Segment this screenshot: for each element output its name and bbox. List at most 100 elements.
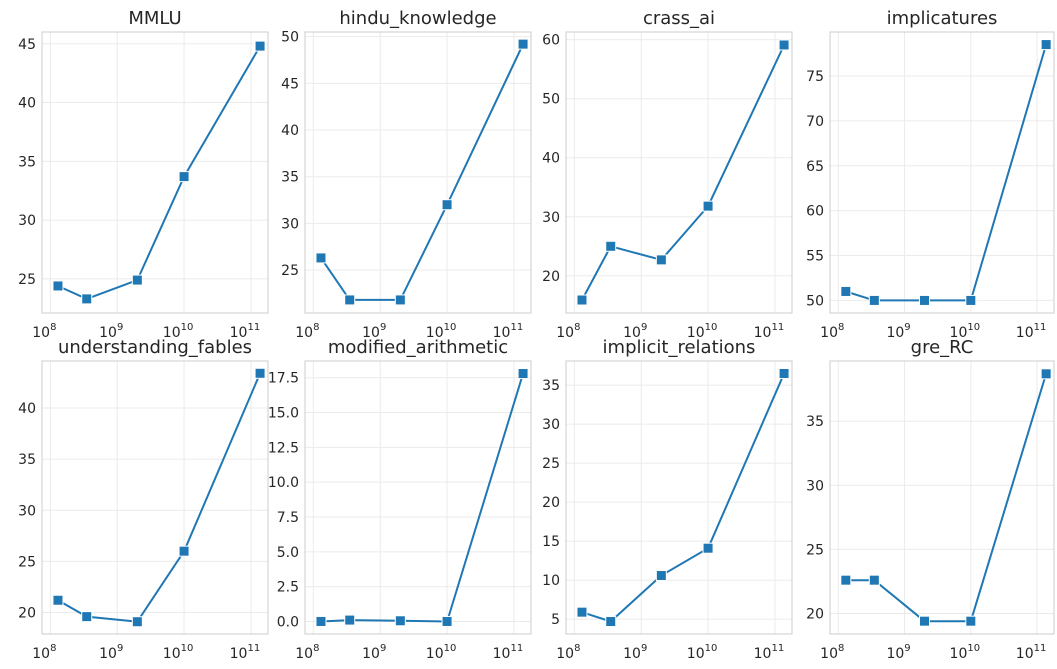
panel-3-ytick-label-3: 40 <box>542 151 560 167</box>
panel-1-xtick-label-2: 109 <box>99 322 123 341</box>
panel-5-point-5 <box>254 367 266 379</box>
panel-1-ytick-label-4: 40 <box>18 96 36 112</box>
panel-8-ytick-label-1: 20 <box>806 606 824 622</box>
panel-3-xtick-label-1: 108 <box>556 322 580 341</box>
panel-2-ytick-label-4: 40 <box>281 123 299 139</box>
panel-5-xtick-label-1: 108 <box>32 643 56 662</box>
panel-2-point-5 <box>517 38 529 50</box>
panel-7-point-2 <box>605 616 617 628</box>
panel-3-point-4 <box>702 200 714 212</box>
panel-7-frame <box>565 360 793 635</box>
panel-5-ytick-label-4: 35 <box>18 452 36 468</box>
panel-1-ytick-label-2: 30 <box>18 213 36 229</box>
panel-8-xtick-label-2: 109 <box>886 643 910 662</box>
panel-5-point-2 <box>81 611 93 623</box>
panel-4-xtick-label-4: 1011 <box>1016 322 1047 341</box>
panel-6-xtick-label-4: 1011 <box>493 643 524 662</box>
panel-1-ytick-label-5: 45 <box>18 37 36 53</box>
panel-1-xtick-label-4: 1011 <box>230 322 261 341</box>
panel-6-ytick-label-6: 12.5 <box>268 440 299 456</box>
panel-1-ytick-label-3: 35 <box>18 154 36 170</box>
panel-1-series-line <box>57 45 261 300</box>
panel-1: MMLU 25 30 35 40 45 108 109 1010 1011 <box>18 8 269 341</box>
panel-6-ytick-label-5: 10.0 <box>268 475 299 491</box>
panel-5-point-4 <box>178 545 190 557</box>
panel-4-ytick-label-2: 55 <box>806 249 824 265</box>
panel-7-title: implicit_relations <box>603 337 756 358</box>
panel-8-frame <box>829 360 1055 635</box>
panel-7-ytick-label-2: 10 <box>542 573 560 589</box>
panel-6-title: modified_arithmetic <box>328 337 508 358</box>
panel-5-point-3 <box>131 616 143 628</box>
panel-7-xtick-label-4: 1011 <box>754 643 785 662</box>
panel-6-xtick-label-3: 1010 <box>426 643 457 662</box>
panel-2-ytick-label-5: 45 <box>281 76 299 92</box>
panel-7-ytick-label-7: 35 <box>542 378 560 394</box>
panel-4-point-5 <box>1040 39 1052 51</box>
panel-2-point-2 <box>344 294 356 306</box>
panel-6: modified_arithmetic 0.0 2.5 5.0 7.5 10.0 12.5 1… <box>268 337 532 662</box>
panel-8-xtick-label-4: 1011 <box>1016 643 1047 662</box>
panel-7-ytick-label-5: 25 <box>542 456 560 472</box>
panel-4-ytick-label-3: 60 <box>806 204 824 220</box>
panel-3-point-3 <box>655 254 667 266</box>
panel-5: understanding_fables 20 25 30 35 40 108 109 1010… <box>18 337 269 662</box>
panel-1-xtick-label-3: 1010 <box>163 322 194 341</box>
panel-8-ytick-label-2: 25 <box>806 542 824 558</box>
panel-4-series-line <box>845 44 1048 302</box>
panel-2-ytick-label-2: 30 <box>281 216 299 232</box>
panel-7: implicit_relations 5 10 15 20 25 30 35 108 109 101… <box>542 337 793 662</box>
panel-4-ytick-label-4: 65 <box>806 159 824 175</box>
panel-6-xtick-label-1: 108 <box>295 643 319 662</box>
panel-2-point-4 <box>441 199 453 211</box>
panel-6-ytick-label-8: 17.5 <box>268 371 299 387</box>
panel-4-frame <box>829 31 1055 314</box>
panel-2-title: hindu_knowledge <box>339 8 496 29</box>
panel-7-ytick-label-1: 5 <box>551 612 560 628</box>
panel-7-xtick-label-1: 108 <box>556 643 580 662</box>
panel-1-ytick-label-1: 25 <box>18 272 36 288</box>
panel-8: gre_RC 20 25 30 35 108 109 1010 1011 <box>806 337 1055 662</box>
panel-7-xtick-label-3: 1010 <box>687 643 718 662</box>
panel-6-ytick-label-3: 5.0 <box>277 545 299 561</box>
panel-8-title: gre_RC <box>911 337 974 358</box>
panel-2-frame <box>304 31 532 314</box>
panel-2-ytick-label-6: 50 <box>281 30 299 46</box>
panel-5-point-1 <box>52 594 64 606</box>
panel-2-series-line <box>320 43 525 301</box>
panel-3-point-1 <box>576 294 588 306</box>
panel-8-point-4 <box>965 615 977 627</box>
panel-6-frame <box>304 360 532 635</box>
panel-3-ytick-label-5: 60 <box>542 33 560 49</box>
panel-2: hindu_knowledge 25 30 35 40 45 50 108 109 1010 101… <box>281 8 532 341</box>
panel-3-ytick-label-2: 30 <box>542 210 560 226</box>
panel-5-ytick-label-2: 25 <box>18 554 36 570</box>
panel-2-xtick-label-3: 1010 <box>426 322 457 341</box>
panel-3-ytick-label-4: 50 <box>542 92 560 108</box>
panel-2-ytick-label-3: 35 <box>281 170 299 186</box>
panel-7-series-line <box>581 373 786 623</box>
panel-3-xtick-label-4: 1011 <box>754 322 785 341</box>
panel-8-point-5 <box>1040 368 1052 380</box>
panel-8-point-3 <box>918 615 930 627</box>
panel-6-xtick-label-2: 109 <box>362 643 386 662</box>
panel-7-ytick-label-3: 15 <box>542 534 560 550</box>
panel-4-xtick-label-1: 108 <box>820 322 844 341</box>
panel-1-point-3 <box>131 274 143 286</box>
panel-8-ytick-label-4: 35 <box>806 414 824 430</box>
panel-3: crass_ai 20 30 40 50 60 108 109 1010 1011 <box>542 8 793 341</box>
panel-2-xtick-label-1: 108 <box>295 322 319 341</box>
panel-6-point-3 <box>394 615 406 627</box>
panel-2-point-3 <box>394 294 406 306</box>
panel-1-point-1 <box>52 280 64 292</box>
panel-1-xtick-label-1: 108 <box>32 322 56 341</box>
panel-5-frame <box>41 360 269 635</box>
panel-5-ytick-label-1: 20 <box>18 606 36 622</box>
panel-5-ytick-label-5: 40 <box>18 401 36 417</box>
panel-6-ytick-label-4: 7.5 <box>277 510 299 526</box>
panel-1-point-2 <box>81 293 93 305</box>
panel-1-point-4 <box>178 171 190 183</box>
panel-3-ytick-label-1: 20 <box>542 269 560 285</box>
panel-3-xtick-label-3: 1010 <box>687 322 718 341</box>
